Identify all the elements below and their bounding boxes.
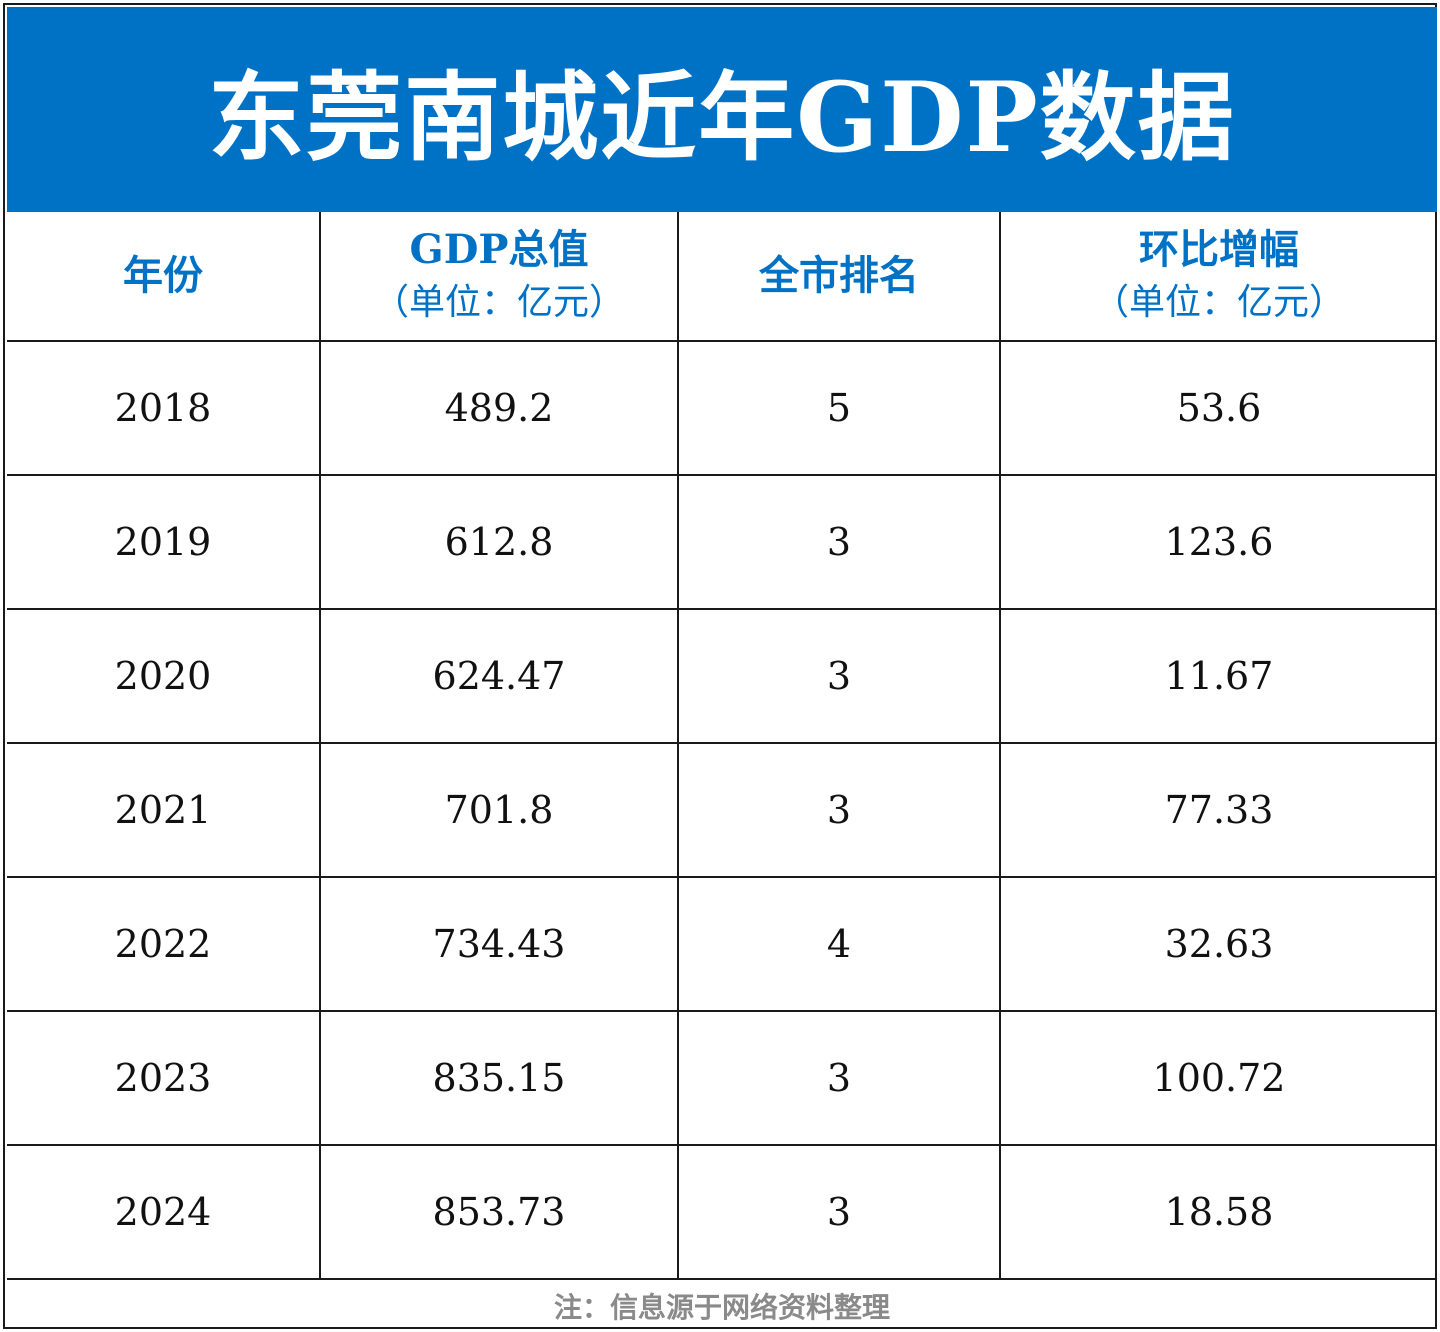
table-row: 2022 734.43 4 32.63 bbox=[7, 876, 1437, 1012]
column-header-growth: 环比增幅 （单位：亿元） bbox=[999, 212, 1437, 342]
growth-cell: 123.6 bbox=[999, 474, 1437, 610]
column-header-label: GDP总值 bbox=[409, 226, 589, 273]
table-row: 2019 612.8 3 123.6 bbox=[7, 474, 1437, 610]
growth-cell: 77.33 bbox=[999, 742, 1437, 878]
growth-cell: 11.67 bbox=[999, 608, 1437, 744]
year-cell: 2020 bbox=[7, 608, 321, 744]
table-row: 2023 835.15 3 100.72 bbox=[7, 1010, 1437, 1146]
year-cell: 2022 bbox=[7, 876, 321, 1012]
column-header-label: 年份 bbox=[123, 252, 203, 299]
growth-cell: 18.58 bbox=[999, 1144, 1437, 1280]
city-rank-cell: 3 bbox=[677, 742, 1001, 878]
year-cell: 2018 bbox=[7, 340, 321, 476]
city-rank-cell: 5 bbox=[677, 340, 1001, 476]
city-rank-cell: 3 bbox=[677, 474, 1001, 610]
column-header-year: 年份 bbox=[7, 212, 321, 342]
table-row: 2018 489.2 5 53.6 bbox=[7, 340, 1437, 476]
column-header-label: 全市排名 bbox=[759, 252, 919, 299]
gdp-table: 年份 GDP总值 （单位：亿元） 全市排名 环比增幅 （单位：亿元） 2018 4… bbox=[7, 212, 1437, 1280]
year-cell: 2021 bbox=[7, 742, 321, 878]
column-header-unit: （单位：亿元） bbox=[1092, 282, 1345, 323]
source-note: 注：信息源于网络资料整理 bbox=[553, 1290, 890, 1324]
table-body: 2018 489.2 5 53.6 2019 612.8 3 123.6 2020 624.47 3… bbox=[7, 340, 1437, 1280]
year-cell: 2019 bbox=[7, 474, 321, 610]
gdp-total-cell: 853.73 bbox=[319, 1144, 679, 1280]
growth-cell: 53.6 bbox=[999, 340, 1437, 476]
gdp-total-cell: 835.15 bbox=[319, 1010, 679, 1146]
city-rank-cell: 3 bbox=[677, 1144, 1001, 1280]
table-row: 2021 701.8 3 77.33 bbox=[7, 742, 1437, 878]
column-header-gdp-total: GDP总值 （单位：亿元） bbox=[319, 212, 679, 342]
column-header-unit: （单位：亿元） bbox=[372, 282, 625, 323]
column-header-label: 环比增幅 bbox=[1139, 226, 1299, 273]
gdp-total-cell: 612.8 bbox=[319, 474, 679, 610]
city-rank-cell: 3 bbox=[677, 1010, 1001, 1146]
city-rank-cell: 4 bbox=[677, 876, 1001, 1012]
gdp-total-cell: 624.47 bbox=[319, 608, 679, 744]
table-row: 2024 853.73 3 18.58 bbox=[7, 1144, 1437, 1280]
gdp-total-cell: 701.8 bbox=[319, 742, 679, 878]
table-row: 2020 624.47 3 11.67 bbox=[7, 608, 1437, 744]
gdp-total-cell: 489.2 bbox=[319, 340, 679, 476]
header-row: 年份 GDP总值 （单位：亿元） 全市排名 环比增幅 （单位：亿元） bbox=[7, 212, 1437, 342]
year-cell: 2023 bbox=[7, 1010, 321, 1146]
growth-cell: 32.63 bbox=[999, 876, 1437, 1012]
growth-cell: 100.72 bbox=[999, 1010, 1437, 1146]
column-header-city-rank: 全市排名 bbox=[677, 212, 1001, 342]
table-frame: 东莞南城近年GDP数据 年份 GDP总值 （单位：亿元） 全市排名 环比增幅 （… bbox=[3, 3, 1437, 1329]
table-title: 东莞南城近年GDP数据 bbox=[7, 7, 1437, 212]
gdp-total-cell: 734.43 bbox=[319, 876, 679, 1012]
year-cell: 2024 bbox=[7, 1144, 321, 1280]
city-rank-cell: 3 bbox=[677, 608, 1001, 744]
